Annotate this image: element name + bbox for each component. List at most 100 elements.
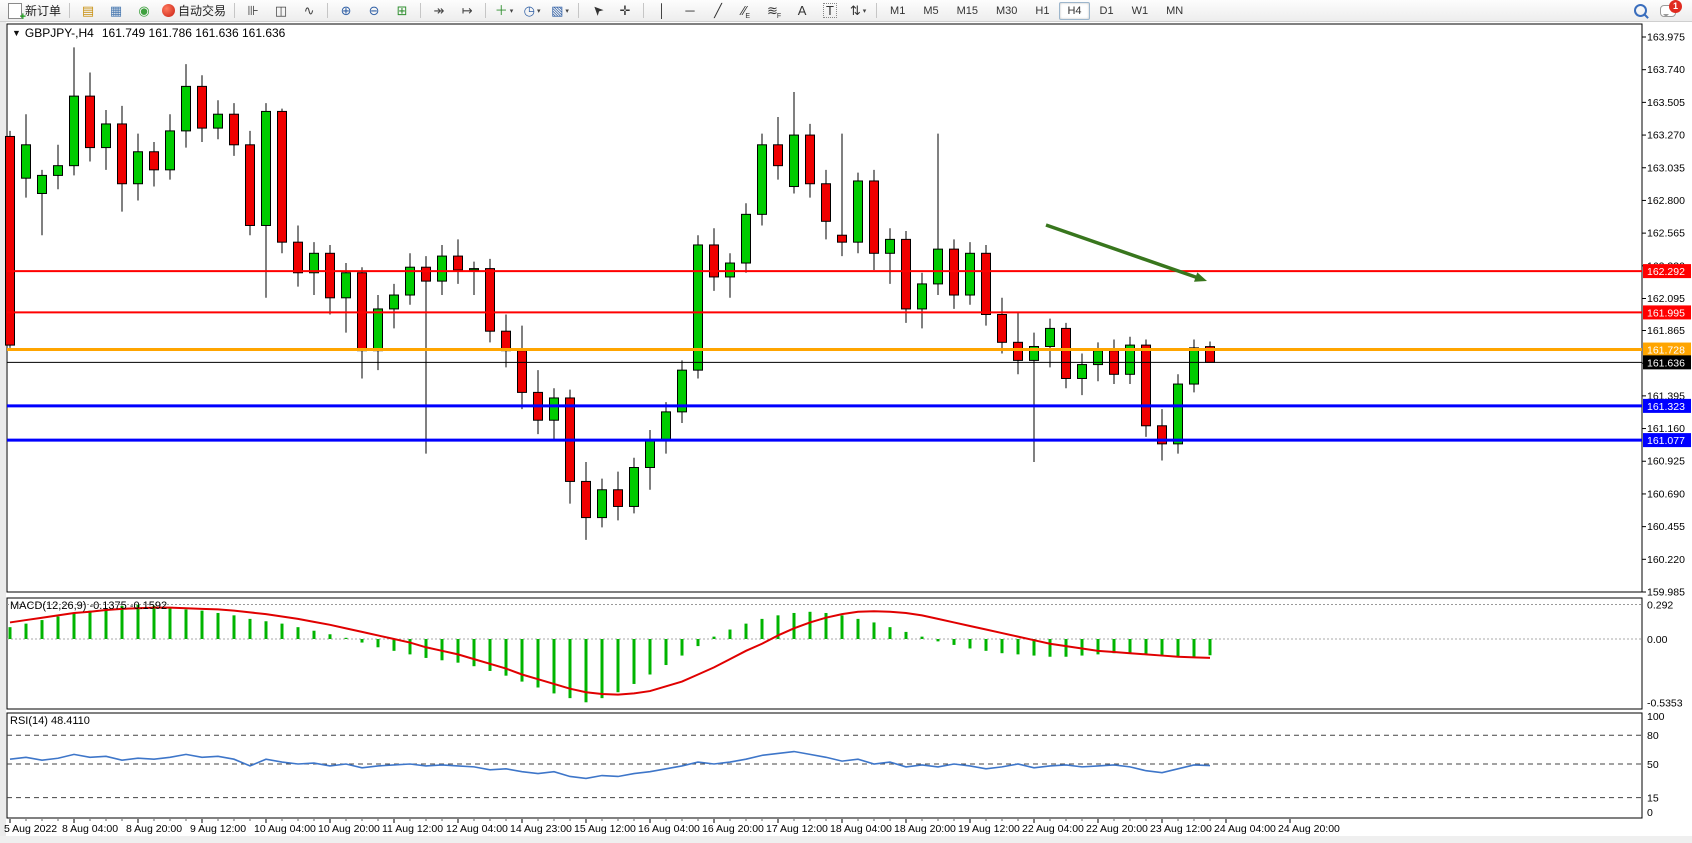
timeframe-h1[interactable]: H1 — [1035, 4, 1050, 17]
zoom-in-icon-glyph: ⊕ — [340, 3, 352, 18]
rsi-indicator-label: RSI(14) 48.4110 — [10, 715, 90, 727]
svg-text:100: 100 — [1647, 711, 1665, 723]
cursor-icon-glyph: ➤ — [587, 1, 607, 20]
svg-text:0.00: 0.00 — [1647, 634, 1668, 646]
periods-button[interactable]: ◷ ▾ — [523, 3, 541, 18]
toolbar-separator — [876, 3, 878, 18]
autotrade-label: 自动交易 — [178, 4, 227, 18]
trendline-icon[interactable]: ╱ — [705, 1, 731, 21]
label-icon[interactable]: T — [817, 1, 843, 21]
svg-text:0: 0 — [1647, 807, 1653, 819]
crosshair-icon[interactable]: ✛ — [612, 1, 638, 21]
new-order-label: 新订单 — [25, 4, 62, 18]
toolbar-separator — [327, 3, 329, 18]
svg-text:11 Aug 12:00: 11 Aug 12:00 — [382, 823, 443, 835]
chart-shift-icon-glyph: ↦ — [461, 3, 473, 18]
autotrade-button[interactable]: 自动交易 — [159, 1, 229, 21]
line-chart-icon-glyph: ∿ — [303, 3, 315, 18]
svg-text:163.975: 163.975 — [1647, 32, 1685, 44]
fibo-icon-glyph: ≋ — [766, 3, 778, 18]
macd-panel[interactable] — [7, 603, 1642, 703]
svg-text:17 Aug 12:00: 17 Aug 12:00 — [766, 823, 828, 835]
timeframe-h4[interactable]: H4 — [1059, 1, 1090, 20]
indicators-button[interactable]: ＋ ▾ — [494, 3, 514, 18]
label-icon-glyph: T — [823, 3, 837, 18]
svg-text:160.220: 160.220 — [1647, 554, 1685, 566]
bar-chart-icon[interactable]: ⊪ — [240, 1, 266, 21]
timeframe-d1[interactable]: D1 — [1099, 4, 1114, 17]
bar-chart-icon-glyph: ⊪ — [247, 3, 259, 18]
toolbar-main-group: + 新订单 ▤ ▦ ◉ 自动交易 ⊪ ◫ ∿ ⊕ ⊖ ⊞ ↠ ↦ ＋ ▾ ◷ ▾ ▧ ▾ ➤ ✛ │ ─ ╱ ∕∕ E ≋ F A T ⇅ ▾ — [4, 0, 881, 22]
text-icon[interactable]: A — [789, 1, 815, 21]
profiles-icon[interactable]: ▦ — [103, 1, 129, 21]
signals-icon-glyph: ◉ — [138, 3, 150, 18]
profiles-icon-glyph: ▦ — [109, 3, 123, 18]
tile-windows-icon[interactable]: ⊞ — [389, 1, 415, 21]
autotrade-icon — [162, 4, 176, 17]
cursor-icon[interactable]: ➤ — [584, 1, 610, 21]
timeframe-m1[interactable]: M1 — [890, 4, 906, 17]
svg-text:159.985: 159.985 — [1647, 587, 1685, 599]
svg-text:22 Aug 04:00: 22 Aug 04:00 — [1022, 823, 1084, 835]
svg-text:16 Aug 20:00: 16 Aug 20:00 — [702, 823, 764, 835]
svg-text:9 Aug 12:00: 9 Aug 12:00 — [190, 823, 246, 835]
search-lens-glyph — [1633, 4, 1649, 19]
notifications-icon[interactable]: 1 — [1655, 0, 1682, 21]
channel-icon[interactable]: ∕∕ E — [742, 3, 751, 20]
new-chart-icon-glyph: ▤ — [81, 3, 95, 18]
zoom-out-icon[interactable]: ⊖ — [361, 1, 387, 21]
zoom-in-icon[interactable]: ⊕ — [333, 1, 359, 21]
candlestick-icon-glyph: ◫ — [274, 3, 288, 18]
periods-button-glyph: ◷ — [523, 3, 535, 18]
price-chart-canvas[interactable]: 163.975 163.740 163.505 163.270 163.035 162.8… — [0, 22, 1692, 843]
fibo-icon[interactable]: ≋ F — [766, 3, 782, 20]
svg-text:8 Aug 20:00: 8 Aug 20:00 — [126, 823, 182, 835]
templates-button-glyph: ▧ — [551, 3, 564, 18]
time-axis[interactable]: 5 Aug 2022 8 Aug 04:00 8 Aug 20:00 9 Aug 12… — [4, 819, 1340, 835]
svg-text:163.505: 163.505 — [1647, 97, 1685, 109]
chat-bubble-glyph: 1 — [1660, 0, 1682, 17]
trend-arrow-annotation[interactable] — [1045, 223, 1207, 282]
svg-text:0.292: 0.292 — [1647, 599, 1673, 611]
new-chart-icon[interactable]: ▤ — [75, 1, 101, 21]
svg-text:163.270: 163.270 — [1647, 130, 1685, 142]
templates-button[interactable]: ▧ ▾ — [551, 3, 569, 18]
vline-icon[interactable]: │ — [649, 1, 675, 21]
candlestick-icon[interactable]: ◫ — [268, 1, 294, 21]
panel-frames — [6, 23, 1643, 819]
chart-menu-icon[interactable]: ▼ — [12, 28, 21, 38]
timeframe-w1[interactable]: W1 — [1131, 4, 1149, 17]
svg-text:80: 80 — [1647, 730, 1659, 742]
search-icon[interactable] — [1627, 1, 1653, 21]
svg-text:18 Aug 20:00: 18 Aug 20:00 — [894, 823, 956, 835]
new-order-button[interactable]: + 新订单 — [5, 1, 64, 22]
line-chart-icon[interactable]: ∿ — [296, 1, 322, 21]
svg-text:160.690: 160.690 — [1647, 488, 1685, 500]
chart-ohlc-values: 161.749 161.786 161.636 161.636 — [101, 26, 286, 40]
svg-text:161.865: 161.865 — [1647, 325, 1685, 337]
timeframe-m30[interactable]: M30 — [996, 4, 1018, 17]
auto-scroll-icon[interactable]: ↠ — [426, 1, 452, 21]
svg-text:18 Aug 04:00: 18 Aug 04:00 — [830, 823, 892, 835]
timeframe-mn[interactable]: MN — [1166, 4, 1184, 17]
price-axis[interactable]: 163.975 163.740 163.505 163.270 163.035 162.8… — [1642, 32, 1685, 820]
chart-window[interactable]: 163.975 163.740 163.505 163.270 163.035 162.8… — [0, 22, 1692, 843]
arrows-icon[interactable]: ⇅ ▾ — [849, 3, 867, 18]
toolbar-separator — [485, 3, 487, 18]
signals-icon[interactable]: ◉ — [131, 1, 157, 21]
svg-text:162.800: 162.800 — [1647, 195, 1685, 207]
svg-text:161.728: 161.728 — [1647, 345, 1685, 357]
svg-text:162.565: 162.565 — [1647, 228, 1685, 240]
chart-symbol-period: GBPJPY-,H4 — [24, 26, 94, 40]
chart-shift-icon[interactable]: ↦ — [454, 1, 480, 21]
svg-text:163.035: 163.035 — [1647, 162, 1685, 174]
timeframe-m5[interactable]: M5 — [923, 4, 939, 17]
svg-text:24 Aug 04:00: 24 Aug 04:00 — [1214, 823, 1276, 835]
hline-icon[interactable]: ─ — [677, 1, 703, 21]
timeframe-m15[interactable]: M15 — [956, 4, 978, 17]
vline-icon-glyph: │ — [657, 3, 667, 18]
channel-icon-glyph: ∕∕ — [742, 3, 747, 18]
indicators-button-glyph: ＋ — [494, 3, 508, 18]
rsi-panel[interactable] — [7, 734, 1642, 799]
